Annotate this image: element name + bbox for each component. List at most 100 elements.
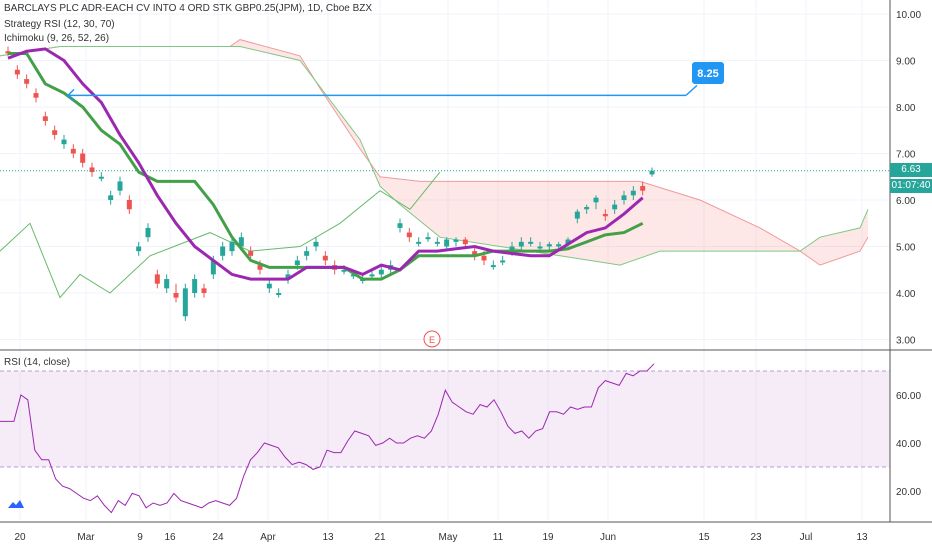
strategy-legend[interactable]: Strategy RSI (12, 30, 70) <box>4 19 115 30</box>
candle-body[interactable] <box>14 69 20 75</box>
candle-body[interactable] <box>42 116 48 121</box>
candle-body[interactable] <box>602 213 608 217</box>
rsi-tick-label: 60.00 <box>896 391 921 402</box>
candle-body[interactable] <box>89 167 95 173</box>
candle-body[interactable] <box>453 239 459 242</box>
candle-body[interactable] <box>266 283 272 289</box>
candle-body[interactable] <box>500 260 506 263</box>
candle-body[interactable] <box>378 269 384 275</box>
candle-body[interactable] <box>621 195 627 200</box>
time-tick-label: 19 <box>542 532 554 543</box>
rsi-legend[interactable]: RSI (14, close) <box>4 357 71 368</box>
candle-body[interactable] <box>257 265 263 270</box>
cloud-fill <box>0 39 868 266</box>
rsi-band <box>0 371 890 467</box>
candle-body[interactable] <box>369 274 375 277</box>
candle-body[interactable] <box>350 274 356 277</box>
candle-body[interactable] <box>285 274 291 280</box>
senkou-span-a <box>0 39 869 266</box>
candle-body[interactable] <box>612 204 618 210</box>
candle-body[interactable] <box>322 255 328 261</box>
price-tick-label: 10.00 <box>896 10 921 21</box>
time-tick-label: 13 <box>856 532 868 543</box>
candle-body[interactable] <box>556 244 562 247</box>
grid <box>0 0 890 520</box>
time-tick-label: 16 <box>164 532 176 543</box>
callout-label: 8.25 <box>697 68 718 80</box>
candle-body[interactable] <box>593 197 599 203</box>
candle-body[interactable] <box>70 148 76 154</box>
indicator-lines <box>7 47 644 281</box>
candle-body[interactable] <box>164 279 170 289</box>
candle-body[interactable] <box>518 241 524 247</box>
time-tick-label: Jul <box>800 532 813 543</box>
countdown-tag: 01:07:40 <box>890 179 932 193</box>
candle-body[interactable] <box>574 211 580 219</box>
chart-title: BARCLAYS PLC ADR-EACH CV INTO 4 ORD STK … <box>4 3 373 14</box>
candle-body[interactable] <box>61 139 67 145</box>
candle-body[interactable] <box>397 223 403 228</box>
earnings-marker-icon[interactable] <box>423 330 441 348</box>
price-tick-label: 5.00 <box>896 243 916 254</box>
candle-body[interactable] <box>490 265 496 268</box>
candle-body[interactable] <box>52 130 58 135</box>
rsi-pane <box>0 363 890 514</box>
candle-body[interactable] <box>24 79 30 84</box>
candle-body[interactable] <box>192 279 198 293</box>
candle-body[interactable] <box>630 190 636 196</box>
annotations[interactable]: 8.25 E <box>0 62 890 348</box>
candle-body[interactable] <box>462 239 468 245</box>
ichimoku-lines <box>0 171 441 299</box>
candle-body[interactable] <box>444 239 450 247</box>
candle-body[interactable] <box>210 260 216 275</box>
candle-body[interactable] <box>528 241 534 244</box>
candle-body[interactable] <box>434 241 440 244</box>
candle-body[interactable] <box>238 237 244 247</box>
candle-body[interactable] <box>472 251 478 256</box>
candle-body[interactable] <box>304 251 310 256</box>
rsi-tick-label: 40.00 <box>896 439 921 450</box>
candle-body[interactable] <box>565 239 571 245</box>
candle-body[interactable] <box>220 246 226 256</box>
ichimoku-legend[interactable]: Ichimoku (9, 26, 52, 26) <box>4 33 110 44</box>
candle-body[interactable] <box>640 186 646 191</box>
candle-body[interactable] <box>248 251 254 256</box>
candle-body[interactable] <box>98 176 104 179</box>
time-tick-label: 15 <box>698 532 710 543</box>
candle-body[interactable] <box>546 244 552 247</box>
candle-body[interactable] <box>80 153 86 163</box>
time-tick-label: Mar <box>77 532 95 543</box>
callout-connector <box>685 84 698 96</box>
tradingview-logo[interactable] <box>6 496 26 512</box>
candle-body[interactable] <box>201 288 207 293</box>
candle-body[interactable] <box>481 255 487 261</box>
senkou-span-b <box>0 46 869 266</box>
candle-body[interactable] <box>341 269 347 272</box>
candle-body[interactable] <box>182 288 188 317</box>
candle-body[interactable] <box>145 227 151 238</box>
time-tick-label: 21 <box>374 532 386 543</box>
candle-body[interactable] <box>649 170 655 175</box>
candle-body[interactable] <box>416 241 422 244</box>
candle-body[interactable] <box>276 293 282 295</box>
ray-arrow-icon <box>66 88 75 102</box>
time-tick-label: 24 <box>212 532 224 543</box>
candle-body[interactable] <box>117 181 123 191</box>
time-tick-label: May <box>439 532 458 543</box>
callout-box[interactable] <box>692 62 724 84</box>
candle-body[interactable] <box>313 241 319 247</box>
candle-body[interactable] <box>294 260 300 266</box>
candle-body[interactable] <box>509 246 515 252</box>
candle-body[interactable] <box>425 237 431 240</box>
candle-body[interactable] <box>406 232 412 238</box>
candle-body[interactable] <box>537 246 543 249</box>
candle-body[interactable] <box>229 241 235 252</box>
candle-body[interactable] <box>108 195 114 200</box>
candle-body[interactable] <box>173 293 179 298</box>
candle-body[interactable] <box>136 246 142 252</box>
candle-body[interactable] <box>126 200 132 210</box>
candle-body[interactable] <box>154 274 160 284</box>
candle-body[interactable] <box>584 206 590 210</box>
candle-body[interactable] <box>33 93 39 98</box>
